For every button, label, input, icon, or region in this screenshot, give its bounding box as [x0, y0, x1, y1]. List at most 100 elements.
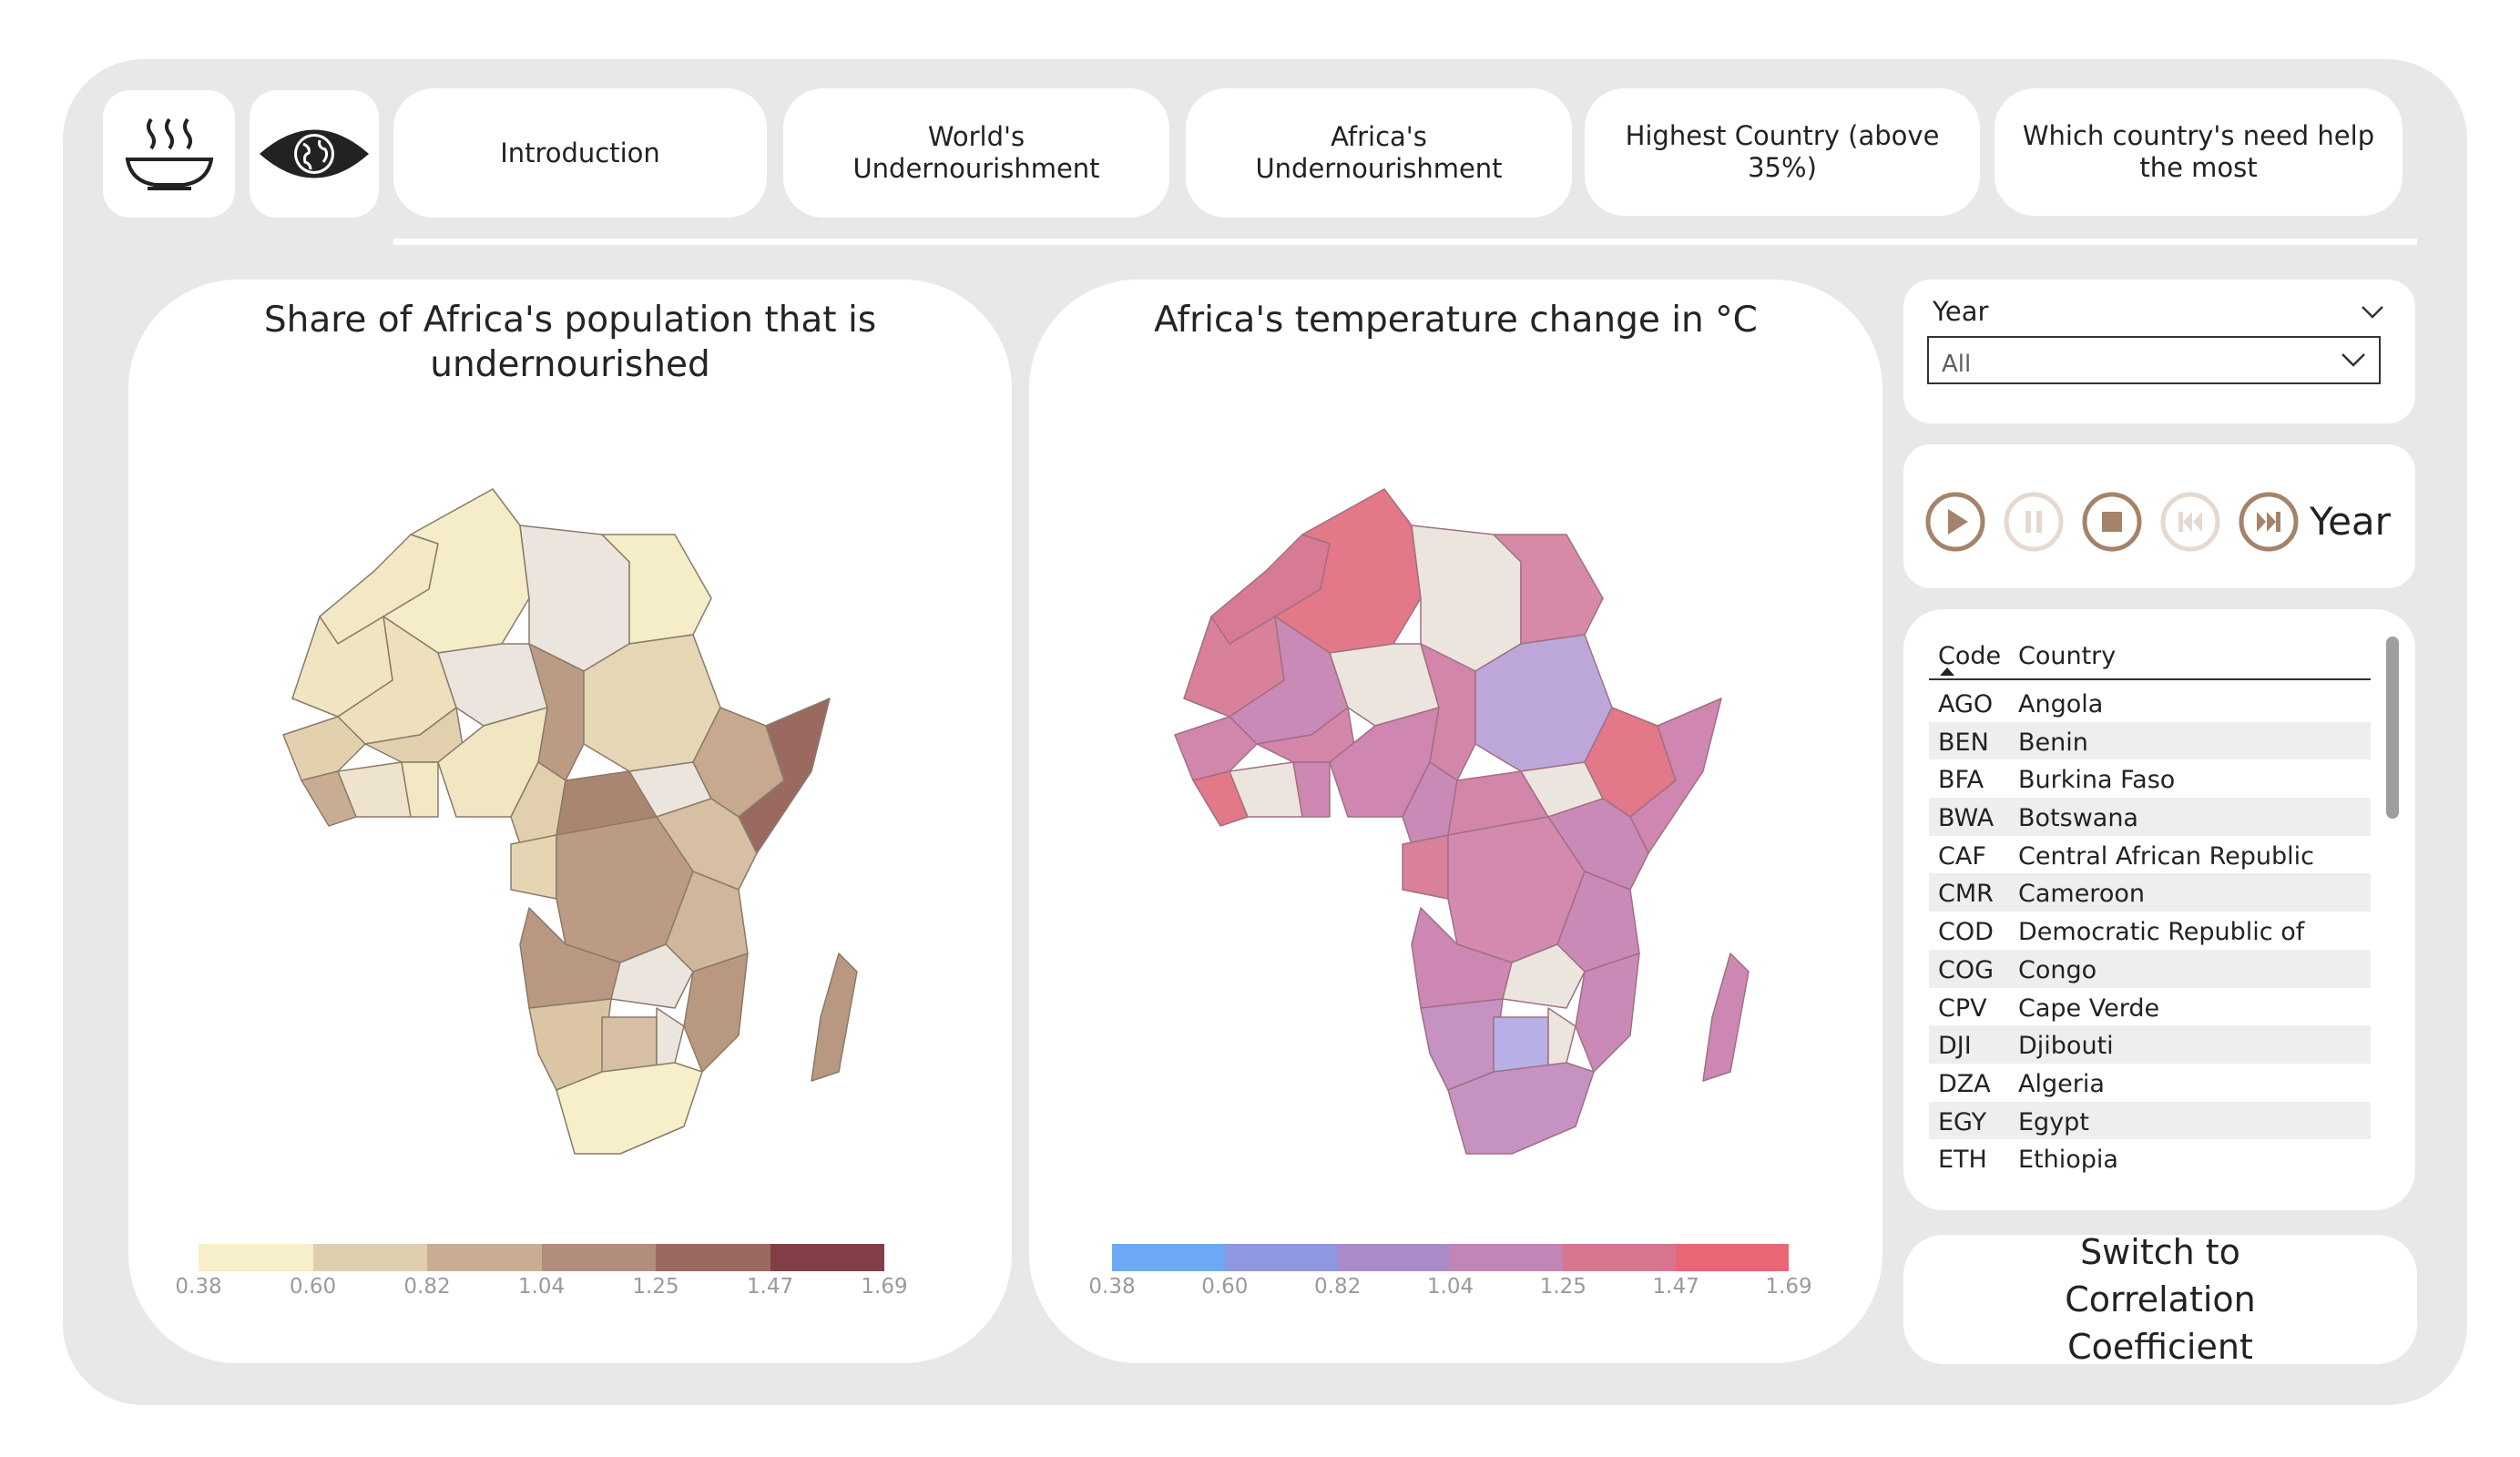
nav-highest-label: Highest Country (above 35%) [1625, 120, 1940, 183]
left-legend-swatch [541, 1244, 656, 1271]
row-country: Botswana [2018, 804, 2138, 833]
table-row[interactable]: BWA Botswana [1929, 798, 2371, 836]
right-legend-tick: 0.82 [1314, 1275, 1362, 1299]
right-legend-swatch [1224, 1244, 1338, 1271]
table-row[interactable]: BEN Benin [1929, 721, 2371, 760]
region-botswana [1493, 1016, 1549, 1073]
sort-ascending-icon [1940, 667, 1954, 676]
undernourishment-legend: 0.38 0.60 0.82 1.04 1.25 1.47 1.69 [175, 1244, 908, 1299]
chevron-down-icon[interactable] [2361, 300, 2384, 323]
right-legend-swatch [1676, 1244, 1789, 1271]
left-legend-tick: 1.25 [632, 1275, 679, 1299]
skip-forward-icon[interactable] [2239, 492, 2299, 552]
year-dropdown-value: All [1942, 351, 1972, 378]
region-zimbabwe [656, 1007, 685, 1073]
undernourishment-map-card: Share of Africa's population that is und… [128, 280, 1012, 1363]
table-row[interactable]: ETH Ethiopia [1929, 1139, 2371, 1177]
left-legend-tick: 0.38 [175, 1275, 222, 1299]
left-legend-tick: 1.47 [746, 1275, 794, 1299]
play-icon[interactable] [1925, 492, 1985, 552]
table-row[interactable]: DJI Djibouti [1929, 1025, 2371, 1064]
left-legend-swatch [427, 1244, 542, 1271]
temperature-legend: 0.38 0.60 0.82 1.04 1.25 1.47 1.69 [1088, 1244, 1812, 1299]
nav-highest-country-button[interactable]: Highest Country (above 35%) [1585, 88, 1980, 216]
table-row[interactable]: BFA Burkina Faso [1929, 759, 2371, 798]
header-country[interactable]: Country [2018, 642, 2117, 670]
nav-africa-undernourishment-button[interactable]: Africa's Undernourishment [1186, 88, 1572, 218]
nav-help-most-button[interactable]: Which country's need help the most [1995, 88, 2403, 216]
table-row[interactable]: CMR Cameroon [1929, 873, 2371, 912]
row-code: BWA [1938, 804, 1995, 833]
header-code[interactable]: Code [1938, 642, 2002, 670]
left-legend-tick: 1.69 [861, 1275, 908, 1299]
row-code: BEN [1938, 728, 1989, 757]
row-code: AGO [1938, 690, 1994, 718]
table-row[interactable]: CAF Central African Republic [1929, 836, 2371, 874]
row-country: Angola [2018, 690, 2104, 718]
skip-back-icon[interactable] [2160, 492, 2220, 552]
year-slicer: Year All [1903, 280, 2415, 423]
row-code: CPV [1938, 993, 1987, 1023]
row-country: Cameroon [2018, 880, 2145, 909]
region-botswana [601, 1016, 658, 1073]
pause-icon[interactable] [2004, 492, 2064, 552]
region-burkina [1256, 707, 1358, 763]
region-senegal [1174, 716, 1258, 781]
undernourishment-choropleth[interactable] [201, 434, 930, 1163]
table-row[interactable]: COG Congo [1929, 949, 2371, 988]
eye-globe-icon [260, 129, 369, 178]
row-code: ETH [1938, 1146, 1987, 1175]
nav-introduction-button[interactable]: Introduction [393, 88, 767, 218]
right-legend-swatch [1450, 1244, 1564, 1271]
right-legend-swatch [1563, 1244, 1677, 1271]
table-header: Code Country [1929, 637, 2371, 680]
undernourishment-map-title: Share of Africa's population that is und… [263, 300, 877, 385]
row-code: DJI [1938, 1032, 1972, 1061]
nav-world-undernourishment-button[interactable]: World's Undernourishment [783, 88, 1169, 218]
region-gabon [1402, 834, 1449, 900]
row-country: Egypt [2018, 1107, 2089, 1136]
table-row[interactable]: EGY Egypt [1929, 1101, 2371, 1140]
row-code: CMR [1938, 880, 1994, 909]
right-legend-tick: 1.25 [1539, 1275, 1586, 1299]
switch-correlation-button[interactable]: Switch to Correlation Coefficient [1903, 1232, 2417, 1367]
region-madagascar [1702, 953, 1750, 1082]
home-soup-button[interactable] [103, 90, 235, 218]
row-country: Central African Republic [2018, 841, 2314, 871]
left-legend-swatch [312, 1244, 427, 1271]
nav-world-label: World's Undernourishment [852, 121, 1100, 184]
region-south-africa [556, 1062, 703, 1155]
left-legend-tick: 0.82 [403, 1275, 451, 1299]
table-scrollbar[interactable] [2386, 637, 2399, 819]
table-body: AGO Angola BEN Benin BFA Burkina Faso BWA Botsw… [1929, 684, 2371, 1177]
region-senegal [282, 716, 366, 781]
row-code: EGY [1938, 1107, 1987, 1136]
nav-divider [393, 239, 2417, 245]
row-country: Cape Verde [2018, 993, 2160, 1023]
right-legend-tick: 1.47 [1652, 1275, 1699, 1299]
row-country: Djibouti [2018, 1032, 2114, 1061]
right-legend-swatch [1112, 1244, 1225, 1271]
row-country: Congo [2018, 955, 2097, 984]
region-zambia [610, 943, 694, 1009]
temperature-map-title: Africa's temperature change in °C [1154, 300, 1758, 341]
table-row[interactable]: AGO Angola [1929, 684, 2371, 722]
table-row[interactable]: CPV Cape Verde [1929, 988, 2371, 1026]
play-axis-label: Year [2310, 499, 2391, 544]
left-legend-swatch [656, 1244, 770, 1271]
table-row[interactable]: DZA Algeria [1929, 1064, 2371, 1102]
row-code: BFA [1938, 766, 1984, 795]
region-zimbabwe [1547, 1007, 1576, 1073]
right-legend-swatch [1337, 1244, 1451, 1271]
left-legend-tick: 0.60 [289, 1275, 337, 1299]
region-burkina [364, 707, 466, 763]
right-legend-tick: 0.38 [1088, 1275, 1136, 1299]
temperature-choropleth[interactable] [1093, 434, 1821, 1163]
row-country: Benin [2018, 728, 2088, 757]
temperature-map-card: Africa's temperature change in °C [1029, 280, 1882, 1363]
stop-icon[interactable] [2082, 492, 2142, 552]
left-legend-swatch [199, 1244, 313, 1271]
world-view-button[interactable] [250, 90, 379, 218]
year-dropdown[interactable]: All [1927, 336, 2381, 384]
